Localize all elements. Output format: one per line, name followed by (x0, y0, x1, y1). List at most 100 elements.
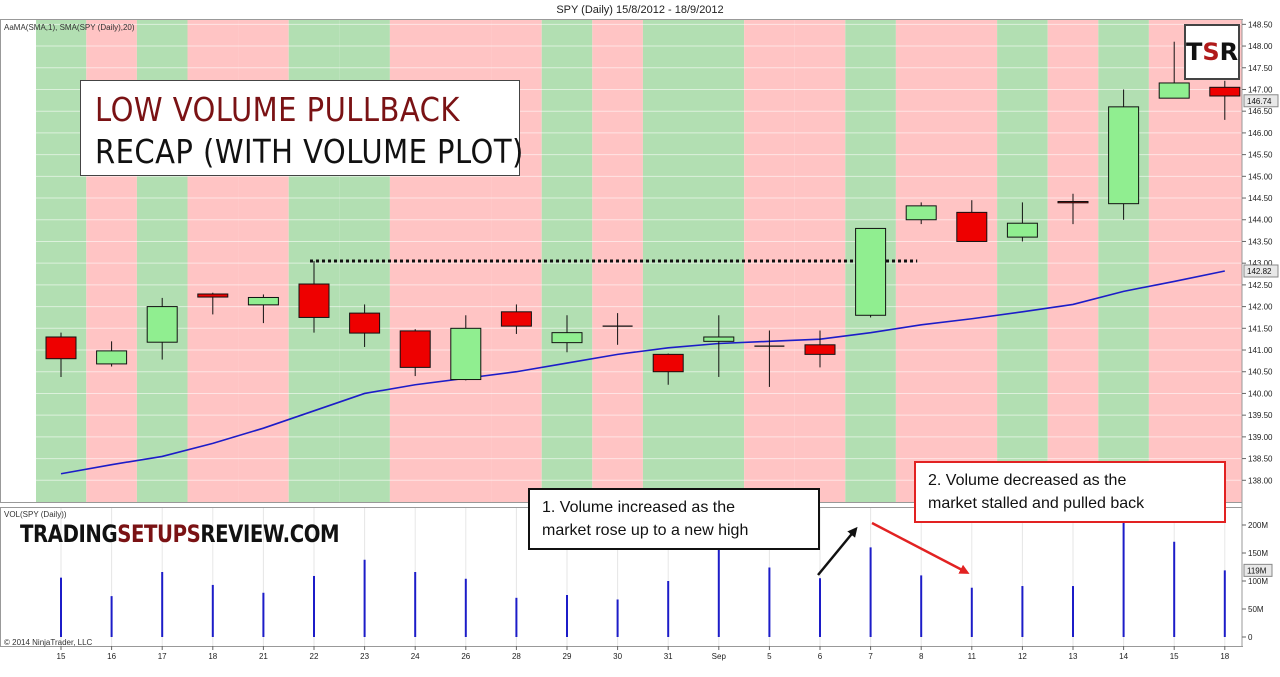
brand-watermark: TRADINGSETUPSREVIEW.COM (20, 520, 340, 548)
axis-gutter (1242, 20, 1279, 646)
candle-8-17 (905, 202, 937, 225)
candle-12-19 (1006, 202, 1038, 242)
red-arrow (871, 521, 970, 574)
chart-title: SPY (Daily) 15/8/2012 - 18/9/2012 (556, 4, 723, 16)
candle-16-1 (96, 341, 128, 367)
date-label-21: 14 (1119, 652, 1128, 661)
title-box: LOW VOLUME PULLBACK RECAP (WITH VOLUME P… (80, 80, 523, 176)
trend-band-19 (997, 20, 1048, 502)
candle-body (399, 330, 431, 368)
vol-tick-label-3: 150M (1248, 549, 1268, 558)
date-label-22: 15 (1170, 652, 1179, 661)
volume-axis: 0 50M 100M 150M 200M 119M (1242, 521, 1273, 642)
candle-body (855, 227, 887, 316)
annotation-volume-decrease: 2. Volume decreased as the market stalle… (914, 461, 1226, 523)
candle-13-20 (1057, 193, 1089, 225)
date-label-19: 12 (1018, 652, 1027, 661)
candle-body (1006, 222, 1038, 238)
trend-band-18 (946, 20, 998, 502)
date-label-7: 24 (411, 652, 420, 661)
tsr-logo-r: R (1219, 38, 1239, 66)
price-tick-label-11: 143.50 (1248, 237, 1273, 246)
candle-24-7 (399, 329, 431, 377)
volume-panel-label: VOL(SPY (Daily)) (4, 510, 67, 519)
price-tick-label-2: 139.00 (1248, 433, 1273, 442)
trend-band-17 (895, 20, 947, 502)
candle-18-23 (1209, 80, 1241, 120)
candle-body (349, 312, 381, 334)
candle-body (652, 353, 684, 373)
date-label-9: 28 (512, 652, 521, 661)
price-tick-label-19: 147.50 (1248, 64, 1273, 73)
price-tick-label-13: 144.50 (1248, 194, 1273, 203)
candle-body (450, 327, 482, 381)
price-grid-layer (36, 23, 1242, 646)
candle-11-18 (956, 200, 988, 242)
title-line-1: LOW VOLUME PULLBACK (95, 90, 460, 129)
price-tick-label-21: 148.50 (1248, 20, 1273, 29)
annotation-arrows (817, 521, 970, 576)
candle-body (905, 205, 937, 221)
price-tick-label-17: 146.50 (1248, 107, 1273, 116)
note1-line-1: 1. Volume increased as the (542, 499, 736, 516)
sma-last-label: 142.82 (1247, 267, 1272, 276)
vol-tick-label-2: 100M (1248, 577, 1268, 586)
vol-tick-label-0: 0 (1248, 633, 1253, 642)
price-tick-label-8: 142.00 (1248, 303, 1273, 312)
date-label-16: 7 (868, 652, 873, 661)
date-label-12: 31 (664, 652, 673, 661)
candles-layer (45, 41, 1241, 387)
candle-31-12 (652, 353, 684, 385)
candle-body (45, 336, 77, 360)
trend-band-14 (744, 20, 795, 502)
date-label-5: 22 (310, 652, 319, 661)
date-label-6: 23 (360, 652, 369, 661)
annotation-volume-increase: 1. Volume increased as the market rose u… (528, 488, 820, 550)
candle-body (1057, 201, 1089, 204)
price-axis: 138.00 138.50 139.00 139.50 140.00 140.50 141.… (1242, 20, 1279, 485)
last-price-label-box (1243, 94, 1279, 108)
date-label-15: 6 (818, 652, 823, 661)
vol-tick-label-4: 200M (1248, 521, 1268, 530)
price-tick-label-7: 141.50 (1248, 324, 1273, 333)
price-tick-label-4: 140.00 (1248, 389, 1273, 398)
date-axis: 15 16 17 18 21 22 23 24 26 28 29 30 31 Sep 5 6 7 8 11 12 13 1… (0, 646, 1242, 661)
price-tick-label-1: 138.50 (1248, 455, 1273, 464)
candle-15-0 (45, 332, 77, 377)
trend-band-10 (541, 20, 593, 502)
last-volume-label: 119M (1247, 566, 1267, 575)
date-label-1: 16 (107, 652, 116, 661)
price-tick-label-3: 139.50 (1248, 411, 1273, 420)
candle-body (703, 336, 735, 342)
candle-30-11 (602, 313, 633, 345)
tsr-logo-s: S (1202, 38, 1220, 66)
candle-5-14 (754, 330, 785, 387)
candle-body (551, 332, 583, 344)
date-label-13: Sep (712, 652, 727, 661)
candle-body (804, 344, 836, 355)
price-tick-label-0: 138.00 (1248, 476, 1273, 485)
copyright-label: © 2014 NinjaTrader, LLC (4, 638, 93, 647)
price-panel-label: AaMA(SMA,1), SMA(SPY (Daily),20) (4, 23, 135, 32)
brand-part-1: TRADING (20, 520, 118, 548)
price-tick-label-9: 142.50 (1248, 281, 1273, 290)
date-label-0: 15 (57, 652, 66, 661)
date-label-23: 18 (1220, 652, 1229, 661)
candle-15-22 (1158, 41, 1190, 99)
candle-body (146, 306, 178, 343)
date-label-2: 17 (158, 652, 167, 661)
candle-17-2 (146, 297, 178, 360)
candle-body (956, 211, 988, 242)
brand-part-2: SETUPS (117, 520, 201, 548)
tsr-logo: TSR (1184, 24, 1240, 80)
trend-band-0 (36, 20, 87, 502)
price-tick-label-14: 145.00 (1248, 172, 1273, 181)
price-tick-label-5: 140.50 (1248, 368, 1273, 377)
price-tick-label-18: 147.00 (1248, 85, 1273, 94)
candle-7-16 (855, 227, 887, 318)
candle-Sep-13 (703, 315, 735, 377)
date-label-18: 11 (968, 652, 977, 661)
date-label-20: 13 (1069, 652, 1078, 661)
date-label-17: 8 (919, 652, 924, 661)
